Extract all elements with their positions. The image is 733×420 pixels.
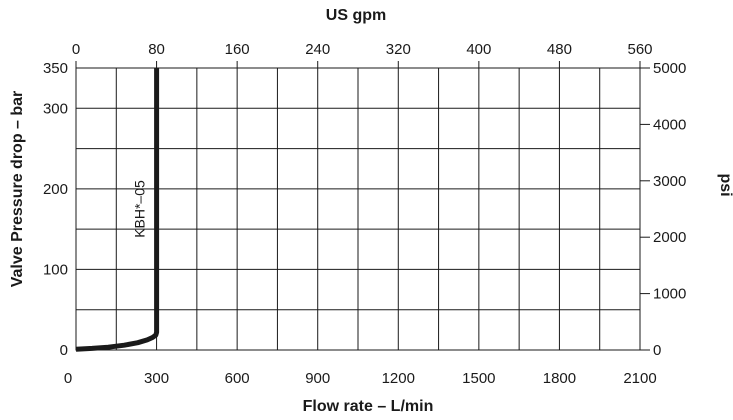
right-y-tick-label: 0 — [653, 342, 661, 359]
x-axis-title: Flow rate – L/min — [303, 398, 434, 415]
x-tick-label: 1500 — [462, 370, 495, 387]
x-tick-label: 1800 — [543, 370, 576, 387]
tick-labels: 0 300 600 900 1200 1500 1800 210001002003003500… — [43, 41, 686, 387]
top-x-tick-label: 160 — [225, 41, 250, 58]
right-y-tick-label: 4000 — [653, 116, 686, 133]
grid — [76, 68, 640, 350]
top-x-tick-label: 240 — [305, 41, 330, 58]
y-tick-label: 300 — [43, 100, 68, 117]
x-tick-label: 1200 — [382, 370, 415, 387]
x-tick-label: 2100 — [623, 370, 656, 387]
top-x-tick-label: 320 — [386, 41, 411, 58]
top-x-tick-label: 480 — [547, 41, 572, 58]
y-axis-title: Valve Pressure drop – bar — [9, 91, 26, 288]
top-x-tick-label: 0 — [72, 41, 80, 58]
series-line-kbh-05 — [75, 68, 160, 352]
right-y-tick-label: 1000 — [653, 286, 686, 303]
x-tick-label: 300 — [144, 370, 169, 387]
right-y-axis-title: psi — [717, 173, 733, 196]
y-tick-label: 100 — [43, 261, 68, 278]
right-y-tick-label: 2000 — [653, 229, 686, 246]
top-x-axis-title: US gpm — [326, 7, 386, 24]
x-tick-label: 0 — [64, 370, 72, 387]
y-tick-label: 350 — [43, 60, 68, 77]
tick-marks — [75, 61, 650, 351]
top-x-tick-label: 560 — [627, 41, 652, 58]
series-layer: KBH*–05 — [75, 68, 160, 352]
x-tick-label: 600 — [225, 370, 250, 387]
y-tick-label: 0 — [60, 342, 68, 359]
x-tick-label: 900 — [305, 370, 330, 387]
top-x-tick-label: 80 — [148, 41, 165, 58]
series-label: KBH*–05 — [132, 180, 148, 238]
y-tick-label: 200 — [43, 181, 68, 198]
right-y-tick-label: 3000 — [653, 173, 686, 190]
plot-frame — [75, 67, 641, 351]
top-x-tick-label: 400 — [466, 41, 491, 58]
right-y-tick-label: 5000 — [653, 60, 686, 77]
